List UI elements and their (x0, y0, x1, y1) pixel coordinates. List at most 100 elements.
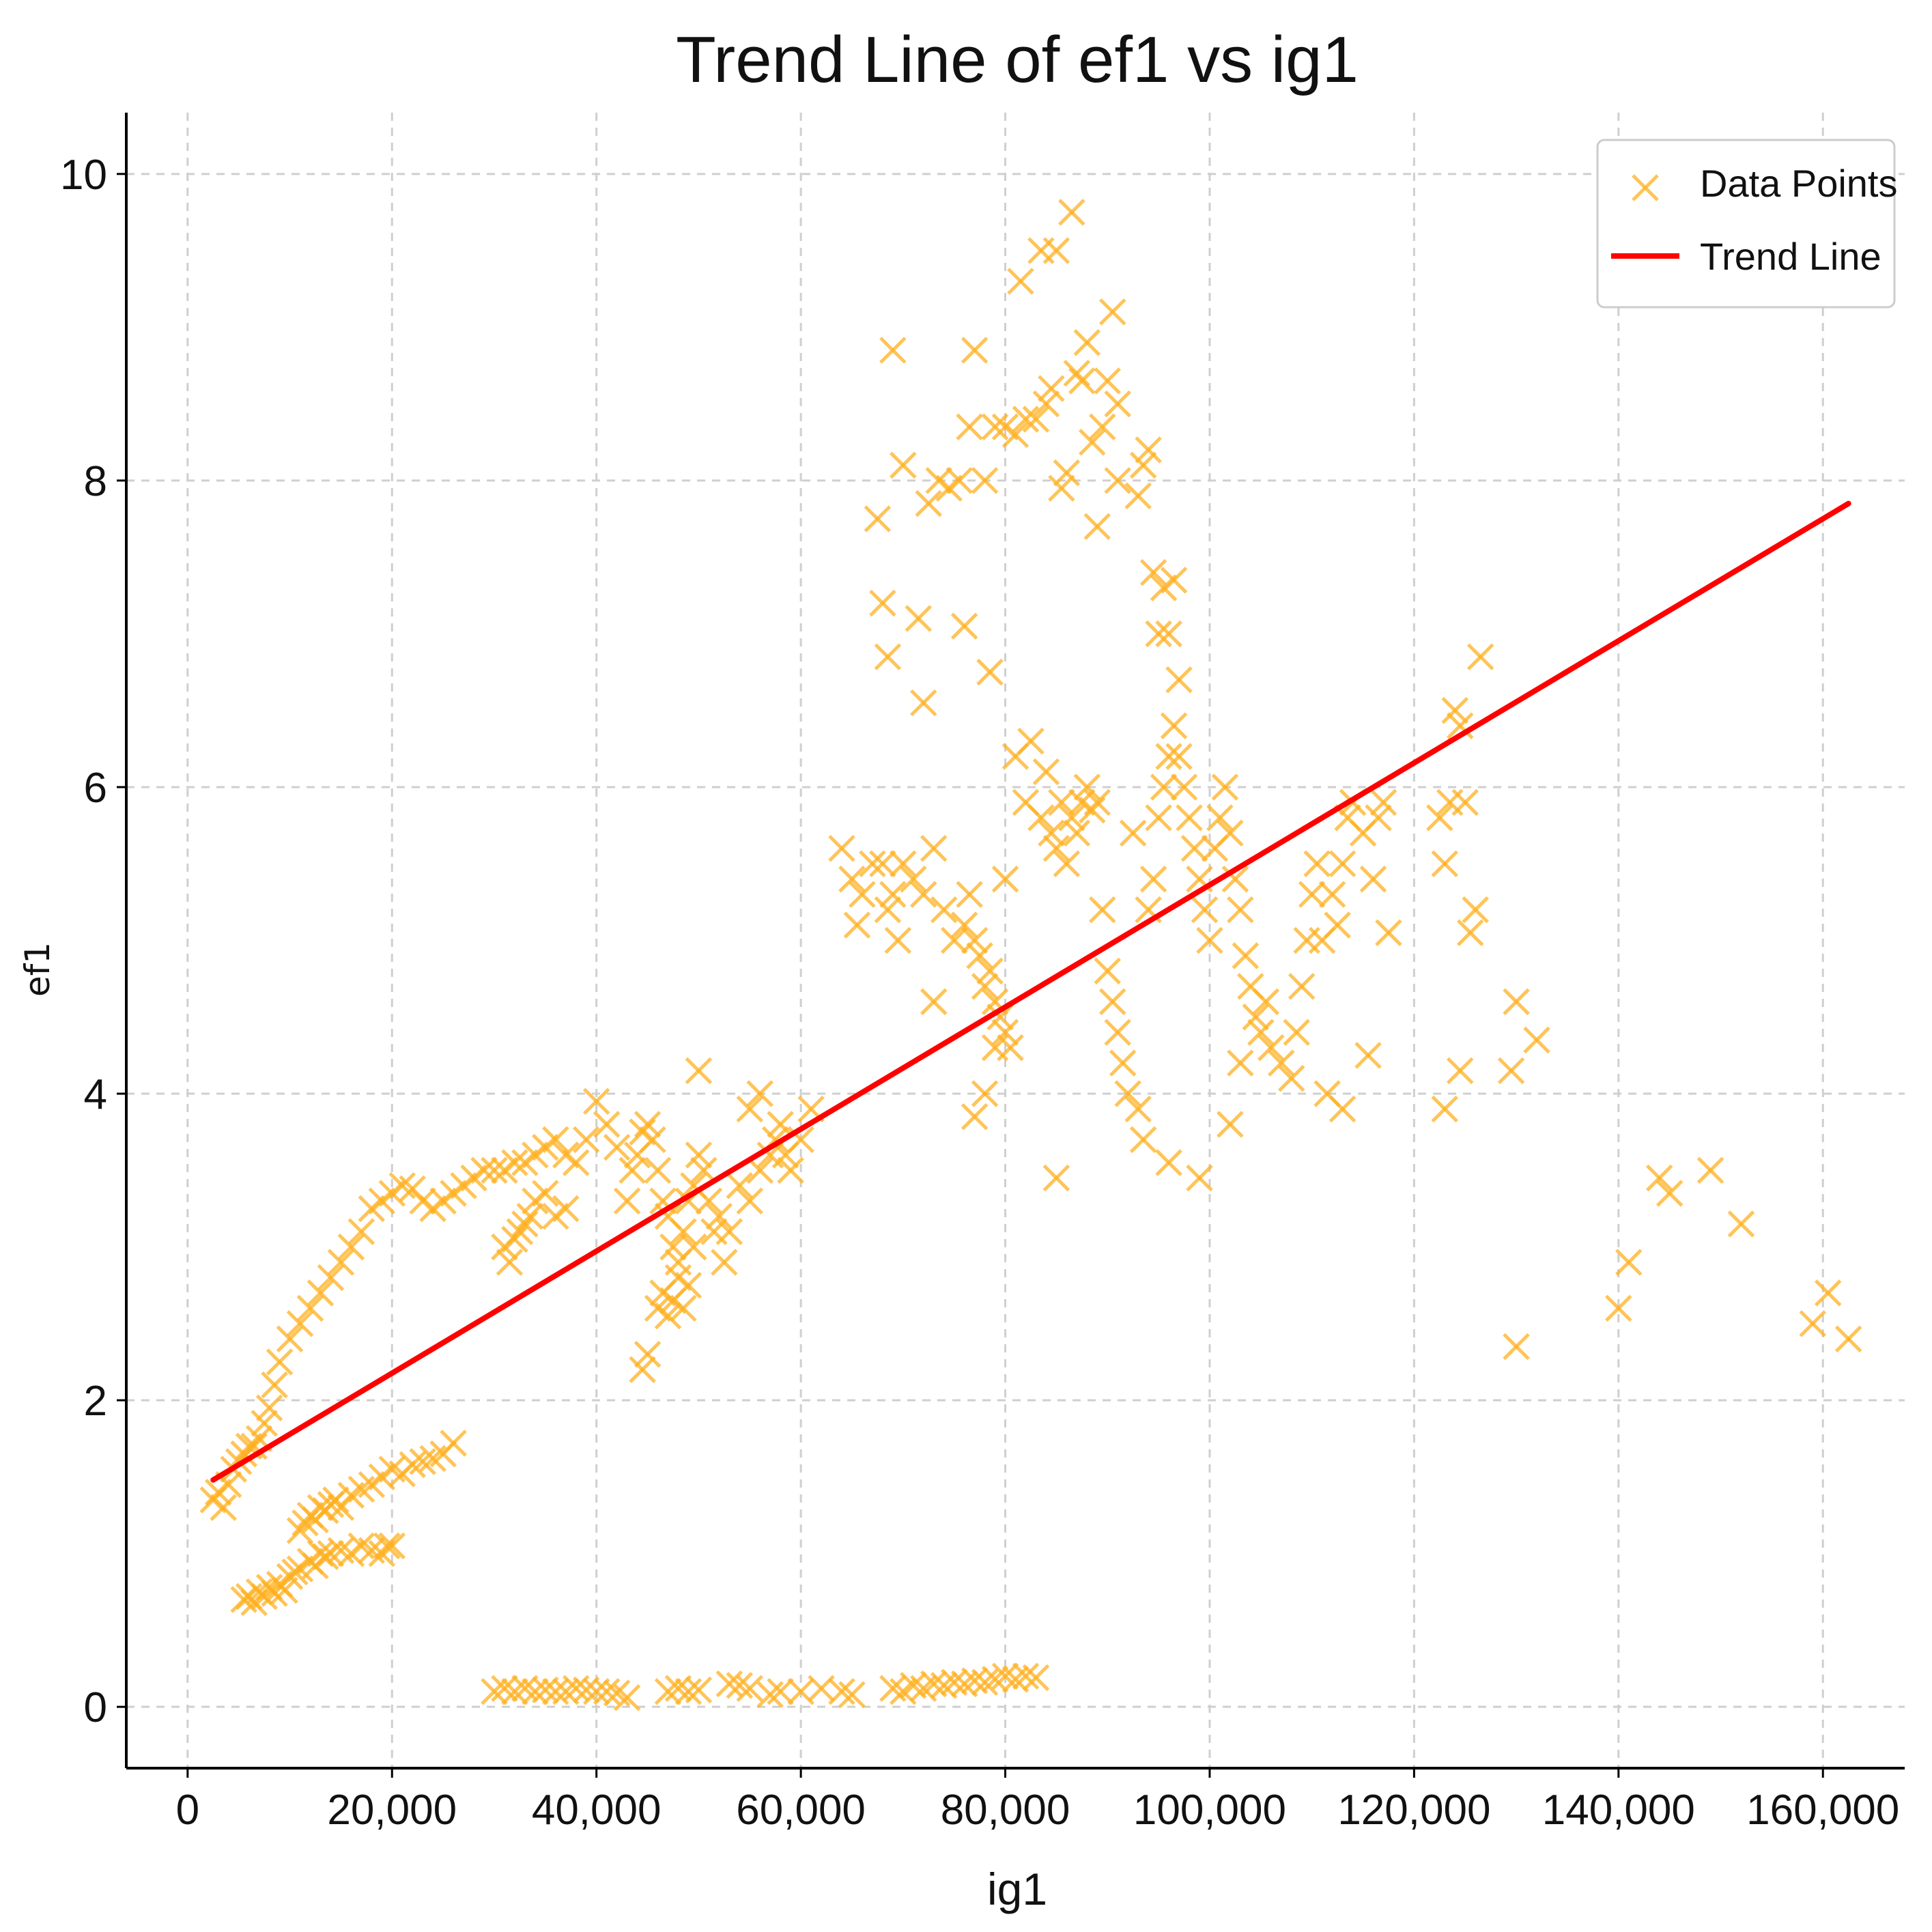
data-point (542, 1126, 569, 1154)
data-point (1369, 789, 1397, 816)
data-point-stroke (1048, 789, 1075, 816)
data-point (961, 1103, 989, 1131)
data-point-stroke (1814, 1279, 1842, 1307)
data-point-stroke (1288, 973, 1316, 1000)
data-point (1318, 881, 1346, 908)
data-point (1032, 390, 1060, 418)
data-point-stroke (1334, 804, 1361, 832)
data-point (1027, 804, 1055, 832)
data-point-stroke (1012, 406, 1040, 433)
data-point-stroke (874, 643, 902, 670)
data-point-stroke (1139, 558, 1167, 586)
data-point-stroke (1124, 482, 1152, 510)
data-point (1283, 1019, 1310, 1046)
data-point-stroke (1206, 804, 1234, 832)
data-point-stroke (981, 1666, 1009, 1693)
data-point (670, 1218, 697, 1245)
data-point (1001, 1666, 1029, 1693)
data-point (909, 881, 937, 908)
data-point (1298, 881, 1326, 908)
data-point (1124, 482, 1152, 510)
data-point-stroke (879, 881, 907, 908)
data-point-stroke (859, 850, 886, 877)
data-point-stroke (1104, 467, 1131, 494)
data-point-stroke (322, 1486, 350, 1514)
data-point (1359, 865, 1387, 893)
data-point (572, 1126, 600, 1154)
data-point-stroke (266, 1348, 294, 1376)
data-point-stroke (966, 942, 993, 969)
data-point (843, 911, 871, 939)
x-tick-label: 40,000 (532, 1787, 662, 1834)
data-point-stroke (522, 1677, 549, 1705)
data-point-stroke (210, 1494, 237, 1522)
data-point-stroke (1124, 1095, 1152, 1123)
y-tick-label: 4 (84, 1071, 107, 1118)
data-point (501, 1149, 528, 1176)
data-point (981, 1034, 1009, 1062)
data-point (890, 850, 917, 877)
data-point (1119, 819, 1147, 847)
data-point (1221, 865, 1249, 893)
data-point (746, 1156, 773, 1184)
data-point-stroke (767, 1677, 794, 1705)
data-point (1017, 727, 1045, 755)
data-point-stroke (1497, 1057, 1525, 1085)
data-point (1007, 268, 1034, 295)
x-tick-label: 140,000 (1542, 1787, 1695, 1834)
data-point (1145, 804, 1172, 832)
data-point-stroke (1196, 926, 1223, 954)
data-point-stroke (1094, 957, 1122, 985)
data-point-stroke (971, 1668, 999, 1696)
data-point (1022, 1664, 1050, 1692)
data-point (572, 1676, 600, 1704)
data-point (900, 865, 927, 893)
data-point-stroke (1022, 406, 1050, 433)
data-point-stroke (1656, 1180, 1684, 1207)
data-point (1094, 957, 1122, 985)
data-point (991, 865, 1019, 893)
data-point-stroke (470, 1156, 498, 1184)
data-point (582, 1088, 610, 1116)
data-point-stroke (1109, 1049, 1137, 1077)
data-point-stroke (399, 1451, 426, 1479)
data-point (976, 957, 1004, 985)
data-point-stroke (930, 1671, 958, 1699)
data-point (1497, 1057, 1525, 1085)
data-point (1079, 796, 1106, 824)
data-point (1441, 696, 1469, 724)
data-point (971, 1080, 999, 1107)
data-point-stroke (1068, 367, 1096, 395)
data-point-stroke (593, 1677, 621, 1705)
data-point (890, 451, 917, 479)
data-point-stroke (654, 1202, 682, 1230)
data-point (491, 1675, 518, 1703)
data-point (1615, 1249, 1643, 1276)
data-point-stroke (639, 1126, 666, 1154)
data-point-stroke (1022, 1664, 1050, 1692)
data-point (1083, 513, 1111, 541)
data-point-stroke (1042, 237, 1070, 264)
data-point-stroke (909, 689, 937, 717)
data-point-stroke (787, 1126, 814, 1154)
data-point (1523, 1026, 1550, 1054)
data-point (879, 337, 907, 364)
data-point (971, 1668, 999, 1696)
data-point (905, 605, 933, 632)
data-point (695, 1187, 723, 1214)
trend-line (210, 500, 1851, 1483)
data-point-stroke (1129, 1126, 1157, 1154)
data-point-stroke (726, 1671, 754, 1699)
data-point-stroke (572, 1676, 600, 1704)
data-point (736, 1095, 764, 1123)
data-point (654, 1677, 682, 1705)
data-point-stroke (1135, 436, 1162, 464)
data-point (1227, 1049, 1254, 1077)
data-point-stroke (890, 451, 917, 479)
data-point-stroke (950, 911, 978, 939)
data-point (1160, 712, 1188, 739)
data-point (1232, 942, 1260, 969)
data-point (736, 1187, 764, 1214)
data-point-stroke (1083, 789, 1111, 816)
data-point-stroke (1012, 789, 1040, 816)
